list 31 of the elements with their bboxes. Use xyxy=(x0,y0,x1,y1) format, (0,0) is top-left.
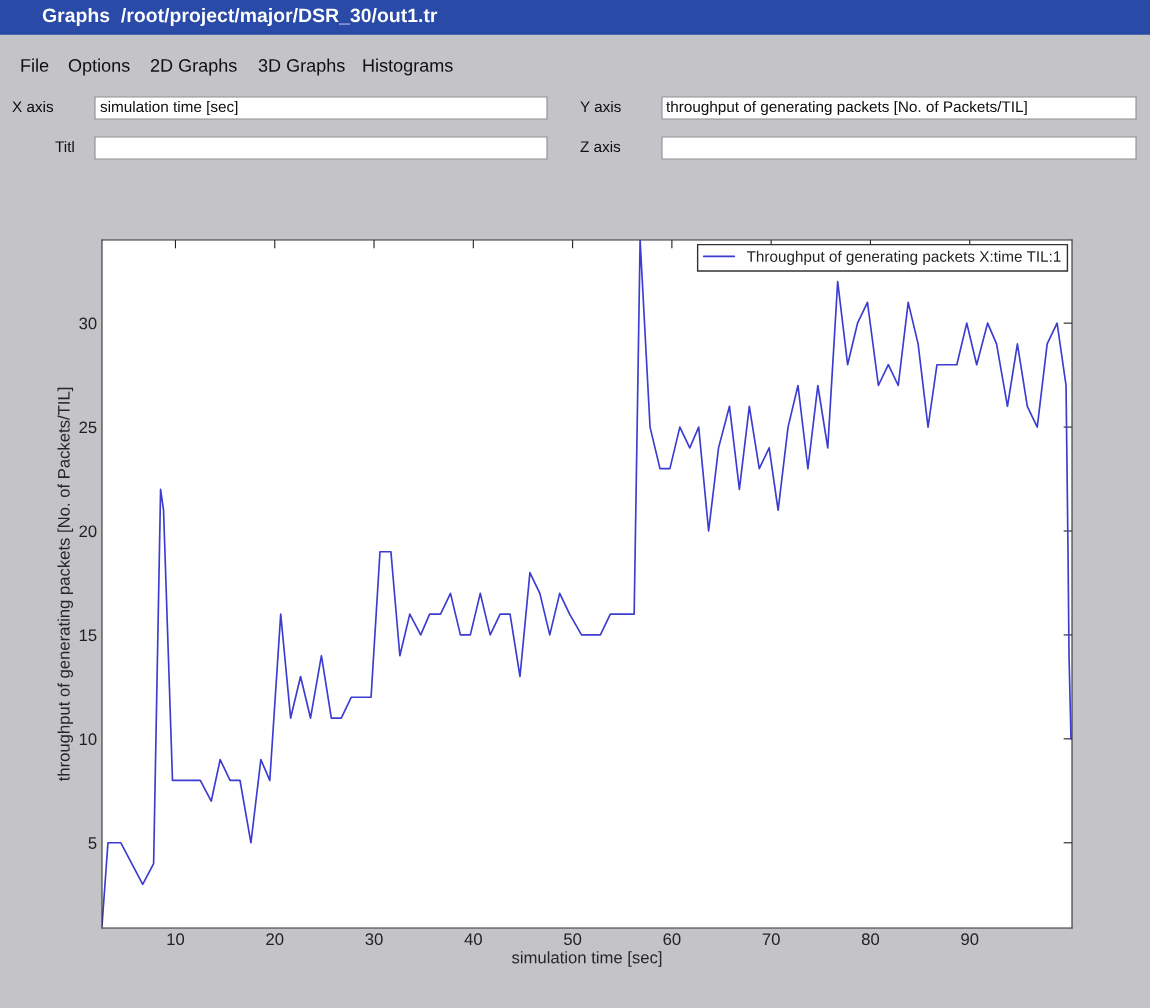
y-tick-label: 10 xyxy=(79,733,97,746)
x-tick-label: 80 xyxy=(861,933,880,946)
text: 3D Graphs xyxy=(258,58,345,76)
text: throughput of generating packets [No. of Packets/TIL] xyxy=(666,100,1027,116)
x-tick-label: 50 xyxy=(564,933,582,946)
text: File xyxy=(21,58,49,72)
x-tick-label: 40 xyxy=(464,933,482,946)
text: simulation time [sec] xyxy=(100,100,238,116)
text: Options xyxy=(68,58,130,76)
x-tick-label: 30 xyxy=(365,933,383,946)
y-axis-title: throughput of generating packets [No. of Packets/TIL] xyxy=(57,387,74,782)
x-tick-label: 60 xyxy=(663,933,681,946)
text: Z axis xyxy=(580,140,621,153)
y-tick-label: 30 xyxy=(79,317,97,330)
x-tick-label: 90 xyxy=(961,933,979,946)
chart-title: Graphs /root/project/major/DSR_30/out1.tr xyxy=(42,7,438,27)
y-tick-label: 20 xyxy=(79,525,97,538)
text: Histograms xyxy=(363,58,453,76)
legend-label: Throughput of generating packets X:time TIL:1 xyxy=(746,250,1061,265)
text: Titl xyxy=(55,140,74,153)
line-series xyxy=(102,240,1072,927)
y-tick-label: 5 xyxy=(88,837,97,849)
y-tick-label: 15 xyxy=(79,629,97,642)
text: 2D Graphs xyxy=(150,58,237,76)
x-tick-label: 70 xyxy=(762,933,780,946)
x-tick-label: 10 xyxy=(167,933,185,946)
text: Y axis xyxy=(580,100,621,113)
x-tick-label: 20 xyxy=(266,933,284,946)
x-axis-title: simulation time [sec] xyxy=(511,951,662,967)
y-tick-label: 25 xyxy=(79,421,97,434)
text: X axis xyxy=(12,100,54,113)
